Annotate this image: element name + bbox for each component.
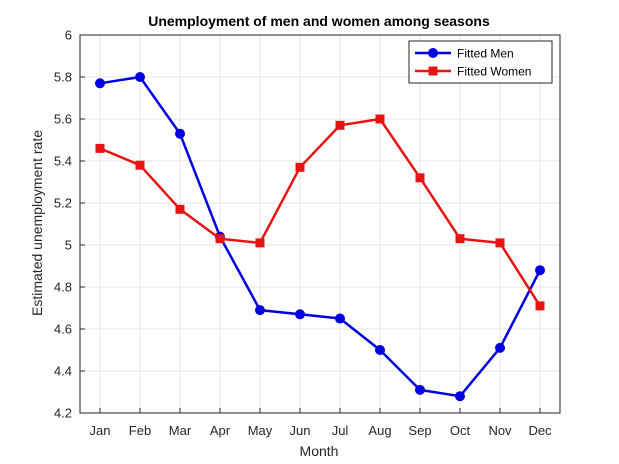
x-tick-label: Dec	[528, 423, 552, 438]
series-line	[99, 75, 542, 398]
data-point	[95, 78, 105, 89]
data-point	[335, 313, 345, 324]
x-tick-label: Nov	[488, 423, 512, 438]
data-point	[495, 342, 505, 353]
legend: Fitted Men Fitted Women	[408, 40, 553, 84]
data-point	[335, 120, 345, 130]
plot-area	[80, 35, 560, 413]
legend-label: Fitted Women	[457, 65, 531, 79]
x-tick-label: Jun	[290, 423, 311, 438]
x-axis: Jan Feb Mar Apr May Jun Jul Aug Sep Oct Nov Dec	[90, 408, 552, 438]
data-point	[215, 234, 225, 244]
data-point	[415, 384, 425, 395]
legend-box	[408, 40, 553, 84]
x-tick-label: Sep	[408, 423, 431, 438]
series-1	[95, 72, 545, 402]
data-point	[175, 128, 185, 139]
x-tick-label: Feb	[129, 423, 151, 438]
data-point	[375, 345, 385, 355]
data-point	[455, 234, 465, 244]
data-point	[415, 173, 425, 183]
x-tick-label: May	[248, 423, 273, 438]
data-point	[135, 160, 145, 170]
y-axis-label: Estimated unemployment rate	[29, 130, 45, 316]
y-tick-label: 4.8	[54, 280, 72, 295]
x-tick-label: Apr	[210, 423, 231, 438]
chart-title: Unemployment of men and women among seas…	[148, 13, 490, 29]
data-point	[255, 238, 265, 248]
series-layer	[95, 72, 545, 402]
y-tick-label: 4.4	[54, 364, 72, 379]
x-axis-label: Month	[300, 443, 339, 459]
plot-border	[79, 34, 561, 414]
y-tick-label: 5.2	[54, 196, 72, 211]
y-tick-label: 5.4	[54, 154, 72, 169]
y-axis: 4.2 4.4 4.6 4.8 5 5.2 5.4 5.6 5.8 6	[54, 28, 85, 421]
data-point	[495, 238, 505, 248]
y-tick-label: 5.8	[54, 70, 72, 85]
data-point	[295, 309, 305, 320]
x-tick-label: Jan	[90, 423, 111, 438]
data-point	[375, 114, 385, 124]
series-2	[95, 114, 545, 311]
data-point	[135, 72, 145, 82]
data-point	[175, 204, 185, 214]
data-point	[295, 162, 305, 172]
legend-marker	[428, 66, 438, 76]
y-tick-label: 5	[65, 238, 72, 253]
x-tick-label: Aug	[368, 423, 391, 438]
x-tick-label: Jul	[332, 423, 349, 438]
data-point	[255, 305, 265, 316]
legend-marker	[428, 48, 438, 58]
legend-entry: Fitted Men	[415, 47, 514, 61]
y-tick-label: 6	[65, 28, 72, 43]
data-point	[535, 265, 545, 276]
series-line	[99, 117, 542, 307]
y-tick-label: 5.6	[54, 112, 72, 127]
x-tick-label: Oct	[450, 423, 471, 438]
y-tick-label: 4.6	[54, 322, 72, 337]
legend-label: Fitted Men	[457, 47, 514, 61]
legend-entry: Fitted Women	[415, 65, 531, 79]
data-point	[455, 391, 465, 402]
data-point	[95, 143, 105, 153]
x-tick-label: Mar	[169, 423, 192, 438]
y-tick-label: 4.2	[54, 406, 72, 421]
data-point	[535, 301, 545, 311]
